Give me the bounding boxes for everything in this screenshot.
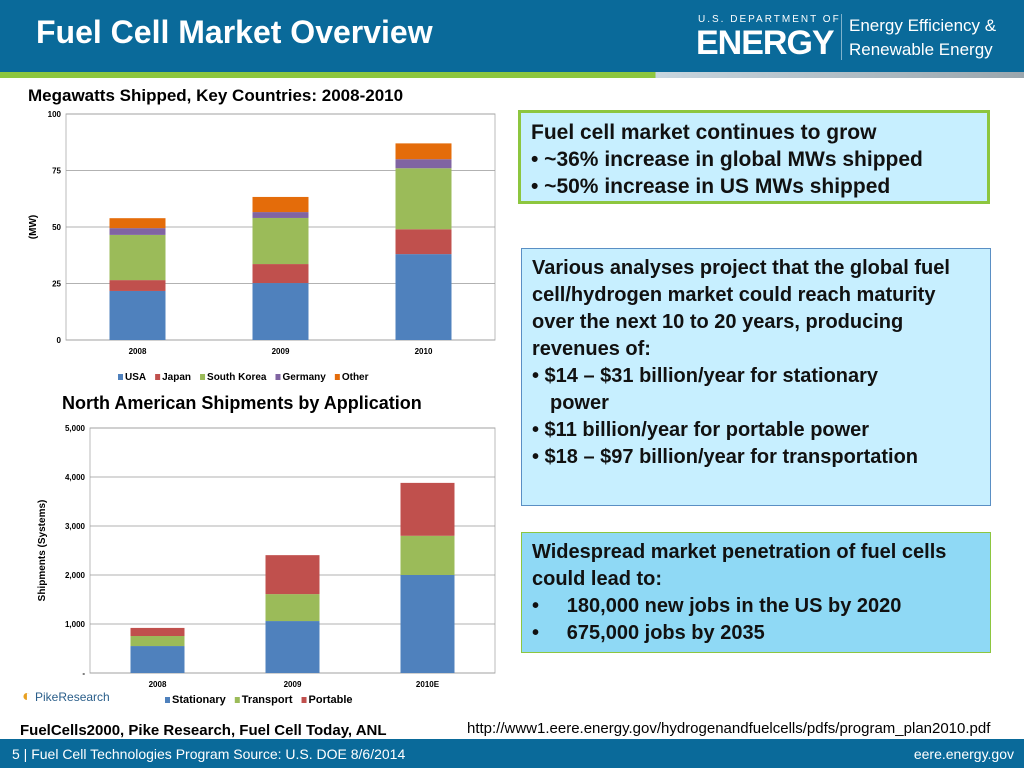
- pike-research-logo: ◐ PikeResearch: [22, 688, 110, 705]
- bar-transport: [400, 535, 455, 575]
- legend-label: USA: [125, 372, 146, 383]
- legend-label: Stationary: [172, 694, 227, 706]
- bar-usa: [395, 254, 452, 340]
- box-line: • $18 – $97 billion/year for transportat…: [532, 446, 919, 468]
- shipments-chart: - 1,000 2,000 3,000 4,000 5,000 Shipments (Sys…: [37, 424, 496, 706]
- x-tick-label: 2010: [415, 347, 433, 356]
- header-accent-bar: [0, 72, 1024, 78]
- x-tick-label: 2009: [284, 680, 302, 689]
- y-tick-label: 25: [52, 280, 61, 289]
- page-title: Fuel Cell Market Overview: [36, 14, 433, 50]
- y-tick-label: 4,000: [65, 473, 86, 482]
- y-axis-label: Shipments (Systems): [37, 500, 48, 602]
- box-line: • 675,000 jobs by 2035: [532, 622, 765, 644]
- bar-germany: [252, 212, 309, 218]
- footer-bar: 5 | Fuel Cell Technologies Program Sourc…: [0, 739, 1024, 768]
- y-tick-label: 75: [52, 167, 61, 176]
- legend-label: Portable: [309, 694, 353, 706]
- bar-other: [395, 143, 452, 160]
- legend-label: Japan: [162, 372, 191, 383]
- bar-japan: [109, 280, 166, 291]
- bar-stationary: [130, 646, 185, 673]
- footer-website[interactable]: eere.energy.gov: [913, 746, 1014, 762]
- bar-transport: [265, 594, 320, 622]
- x-tick-label: 2008: [149, 680, 167, 689]
- legend-swatch: [165, 697, 170, 703]
- bar-germany: [395, 159, 452, 169]
- bar-other: [252, 196, 309, 213]
- bar-portable: [265, 555, 320, 595]
- y-tick-label: 50: [52, 223, 61, 232]
- bar-usa: [109, 290, 166, 340]
- legend-swatch: [234, 697, 240, 703]
- source-url[interactable]: http://www1.eere.energy.gov/hydrogenandf…: [467, 720, 991, 737]
- box-line: Widespread market penetration of fuel ce…: [532, 541, 947, 590]
- revenue-projection-box: Various analyses project that the global…: [521, 248, 991, 506]
- y-tick-label: 2,000: [65, 571, 86, 580]
- bar-south-korea: [109, 234, 166, 281]
- box-line: • 180,000 new jobs in the US by 2020: [532, 595, 902, 617]
- legend-label: South Korea: [207, 372, 267, 383]
- bar-other: [109, 218, 166, 229]
- legend-swatch: [200, 374, 206, 380]
- box-line: power: [550, 392, 609, 414]
- bar-japan: [252, 264, 309, 284]
- bar-portable: [400, 482, 455, 536]
- y-tick-label: 100: [48, 110, 62, 119]
- box-line: • ~50% increase in US MWs shipped: [531, 175, 891, 198]
- legend-swatch: [301, 697, 307, 703]
- y-tick-label: 5,000: [65, 424, 86, 433]
- chart2-title: North American Shipments by Application: [62, 393, 422, 413]
- mw-chart: 0 25 50 75 100 (MW) 2008 2009 2010 USA Japan South …: [28, 110, 496, 383]
- bar-usa: [252, 283, 309, 340]
- header-bar: [0, 0, 1024, 72]
- bar-japan: [395, 229, 452, 255]
- y-tick-label: 1,000: [65, 620, 86, 629]
- bar-stationary: [400, 575, 455, 673]
- y-tick-label: 0: [57, 336, 62, 345]
- box-line: • $11 billion/year for portable power: [532, 419, 870, 441]
- bar-south-korea: [252, 217, 309, 265]
- legend-label: Germany: [282, 372, 326, 383]
- y-tick-label: -: [82, 669, 85, 678]
- box-line: Various analyses project that the global…: [532, 257, 950, 360]
- legend-swatch: [155, 374, 161, 380]
- legend-swatch: [275, 374, 281, 380]
- x-tick-label: 2010E: [416, 680, 440, 689]
- box-line: Fuel cell market continues to grow: [531, 121, 877, 144]
- bar-stationary: [265, 621, 320, 673]
- bar-south-korea: [395, 168, 452, 230]
- doe-logo-small: U.S. DEPARTMENT OF: [698, 14, 841, 25]
- y-axis-label: (MW): [28, 215, 39, 239]
- x-tick-label: 2009: [272, 347, 290, 356]
- market-growth-box: Fuel cell market continues to grow • ~36…: [518, 110, 990, 204]
- legend-swatch: [118, 374, 123, 380]
- legend-label: Other: [342, 372, 369, 383]
- bar-germany: [109, 228, 166, 235]
- eere-line1: Energy Efficiency &: [849, 16, 997, 35]
- legend-label: Transport: [242, 694, 293, 706]
- bar-transport: [130, 636, 185, 647]
- footer-left: 5 | Fuel Cell Technologies Program Sourc…: [12, 746, 406, 762]
- sources-text: FuelCells2000, Pike Research, Fuel Cell …: [20, 722, 387, 739]
- x-tick-label: 2008: [129, 347, 147, 356]
- jobs-box: Widespread market penetration of fuel ce…: [521, 532, 991, 653]
- doe-logo: ENERGY: [696, 24, 835, 62]
- y-tick-label: 3,000: [65, 522, 86, 531]
- eere-line2: Renewable Energy: [849, 40, 993, 59]
- box-line: • ~36% increase in global MWs shipped: [531, 148, 923, 171]
- bar-portable: [130, 627, 185, 637]
- chart1-title: Megawatts Shipped, Key Countries: 2008-2…: [28, 86, 404, 105]
- box-line: • $14 – $31 billion/year for stationary: [532, 365, 879, 387]
- legend-swatch: [334, 374, 340, 380]
- logo-divider: [841, 14, 842, 60]
